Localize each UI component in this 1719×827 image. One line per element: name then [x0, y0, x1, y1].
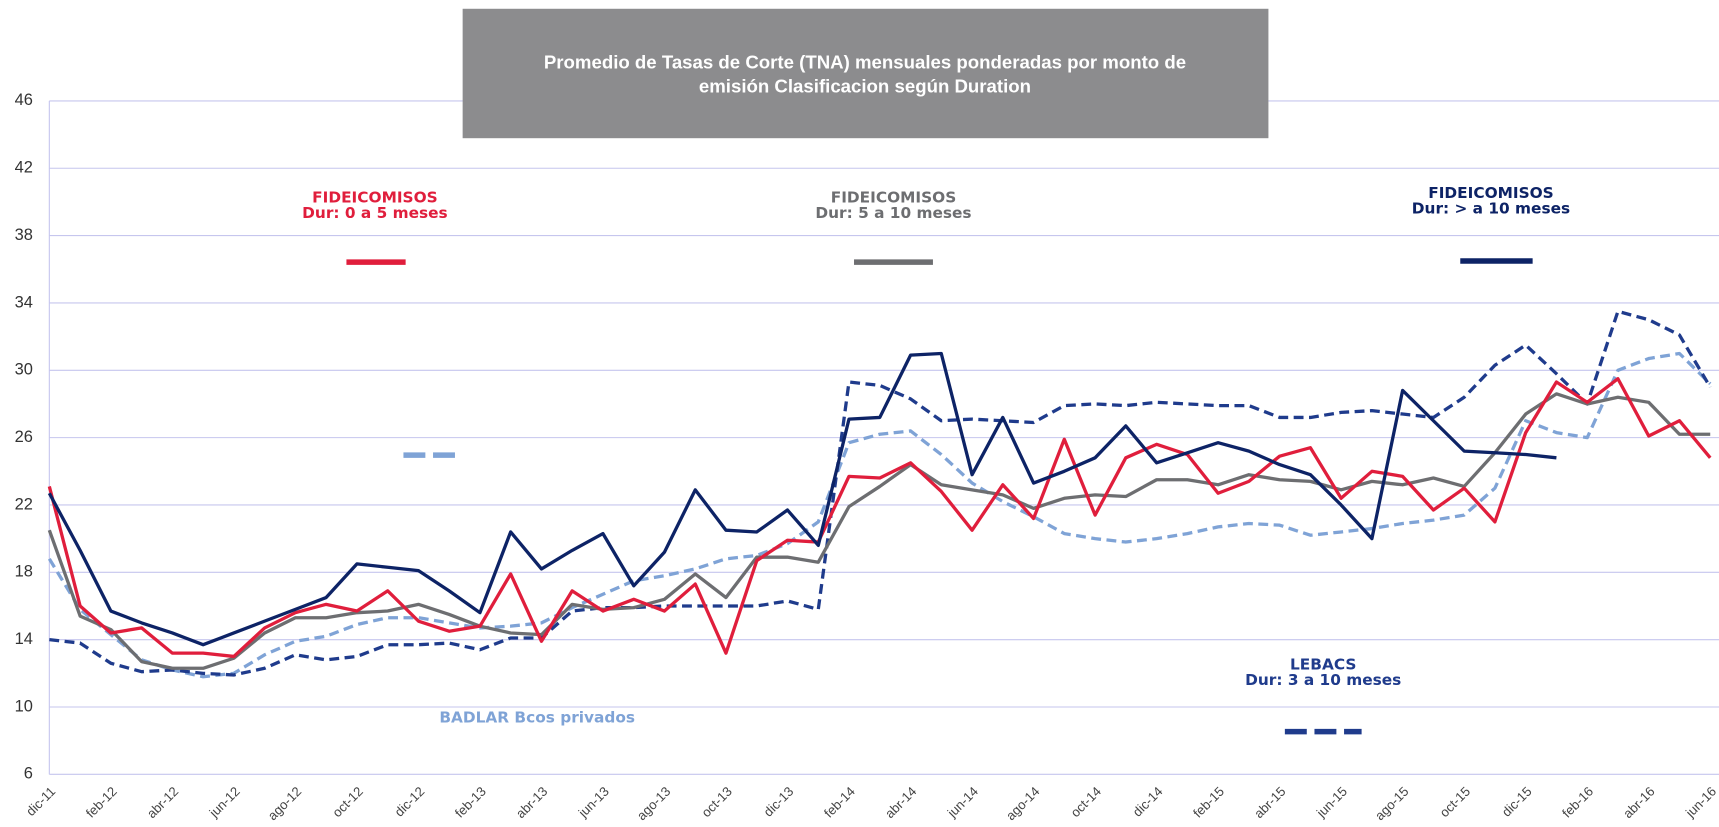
x-tick-label: jun-15 [1313, 784, 1350, 821]
x-tick-label: dic-12 [391, 784, 427, 820]
y-tick-label: 6 [24, 765, 33, 783]
legend-name: FIDEICOMISOS [312, 188, 438, 206]
y-tick-label: 38 [15, 226, 33, 244]
series-line [47, 392, 1711, 670]
x-tick-label: abr-13 [513, 784, 550, 821]
legend-subtitle: Dur: 0 a 5 meses [302, 203, 447, 221]
x-tick-label: abr-12 [144, 784, 181, 821]
legend-name: FIDEICOMISOS [831, 188, 957, 206]
legend-label: FIDEICOMISOS Dur: 0 a 5 meses [302, 188, 447, 221]
x-tick-label: ago-14 [1003, 784, 1043, 824]
x-tick-label: jun-13 [575, 784, 612, 821]
legend-name: LEBACS [1290, 655, 1356, 673]
y-tick-label: 34 [15, 293, 33, 311]
y-tick-label: 18 [15, 563, 33, 581]
x-tick-label: dic-15 [1499, 784, 1535, 820]
x-tick-label: jun-14 [944, 784, 981, 821]
series-line [47, 351, 1712, 679]
x-tick-label: oct-12 [329, 784, 365, 820]
legend-label: LEBACS Dur: 3 a 10 meses [1245, 655, 1401, 688]
x-tick-label: feb-13 [452, 784, 489, 821]
series-line [47, 377, 1712, 659]
legend-subtitle: Dur: > a 10 meses [1412, 199, 1570, 217]
x-tick-label: dic-11 [23, 784, 58, 819]
x-tick-label: feb-14 [821, 784, 858, 821]
series-line [47, 351, 1557, 647]
y-tick-label: 26 [15, 428, 33, 446]
x-tick-label: feb-15 [1190, 784, 1227, 821]
legend-label: BADLAR Bcos privados [439, 708, 635, 726]
x-tick-label: jun-12 [206, 784, 243, 821]
x-tick-label: oct-14 [1068, 784, 1104, 820]
legend-name: FIDEICOMISOS [1428, 184, 1554, 202]
x-tick-label: ago-12 [265, 784, 305, 824]
series-line [49, 309, 1712, 677]
y-tick-label: 22 [15, 495, 33, 513]
x-tick-label: jun-16 [1682, 784, 1719, 821]
x-tick-label: dic-14 [1130, 784, 1166, 820]
y-tick-label: 46 [15, 91, 33, 109]
x-tick-label: abr-15 [1251, 784, 1288, 821]
legend-label: FIDEICOMISOS Dur: > a 10 meses [1412, 184, 1570, 217]
legend-subtitle: Dur: 3 a 10 meses [1245, 671, 1401, 689]
x-tick-label: feb-16 [1559, 784, 1596, 821]
x-tick-label: ago-15 [1372, 784, 1412, 824]
chart-title: Promedio de Tasas de Corte (TNA) mensual… [544, 52, 1186, 97]
x-tick-label: abr-16 [1620, 784, 1657, 821]
legend-label: FIDEICOMISOS Dur: 5 a 10 meses [815, 188, 971, 221]
x-tick-label: abr-14 [882, 784, 919, 821]
y-tick-label: 10 [15, 697, 33, 715]
y-tick-label: 14 [15, 630, 33, 648]
legend-subtitle: Dur: 5 a 10 meses [815, 203, 971, 221]
x-tick-label: oct-15 [1437, 784, 1473, 820]
y-tick-label: 30 [15, 361, 33, 379]
title-box [462, 8, 1269, 139]
x-tick-label: ago-13 [634, 784, 674, 824]
x-tick-label: feb-12 [83, 784, 120, 821]
x-tick-label: dic-13 [761, 784, 797, 820]
y-tick-label: 42 [15, 159, 33, 177]
legend-name: BADLAR Bcos privados [439, 708, 635, 726]
x-tick-label: oct-13 [699, 784, 735, 820]
